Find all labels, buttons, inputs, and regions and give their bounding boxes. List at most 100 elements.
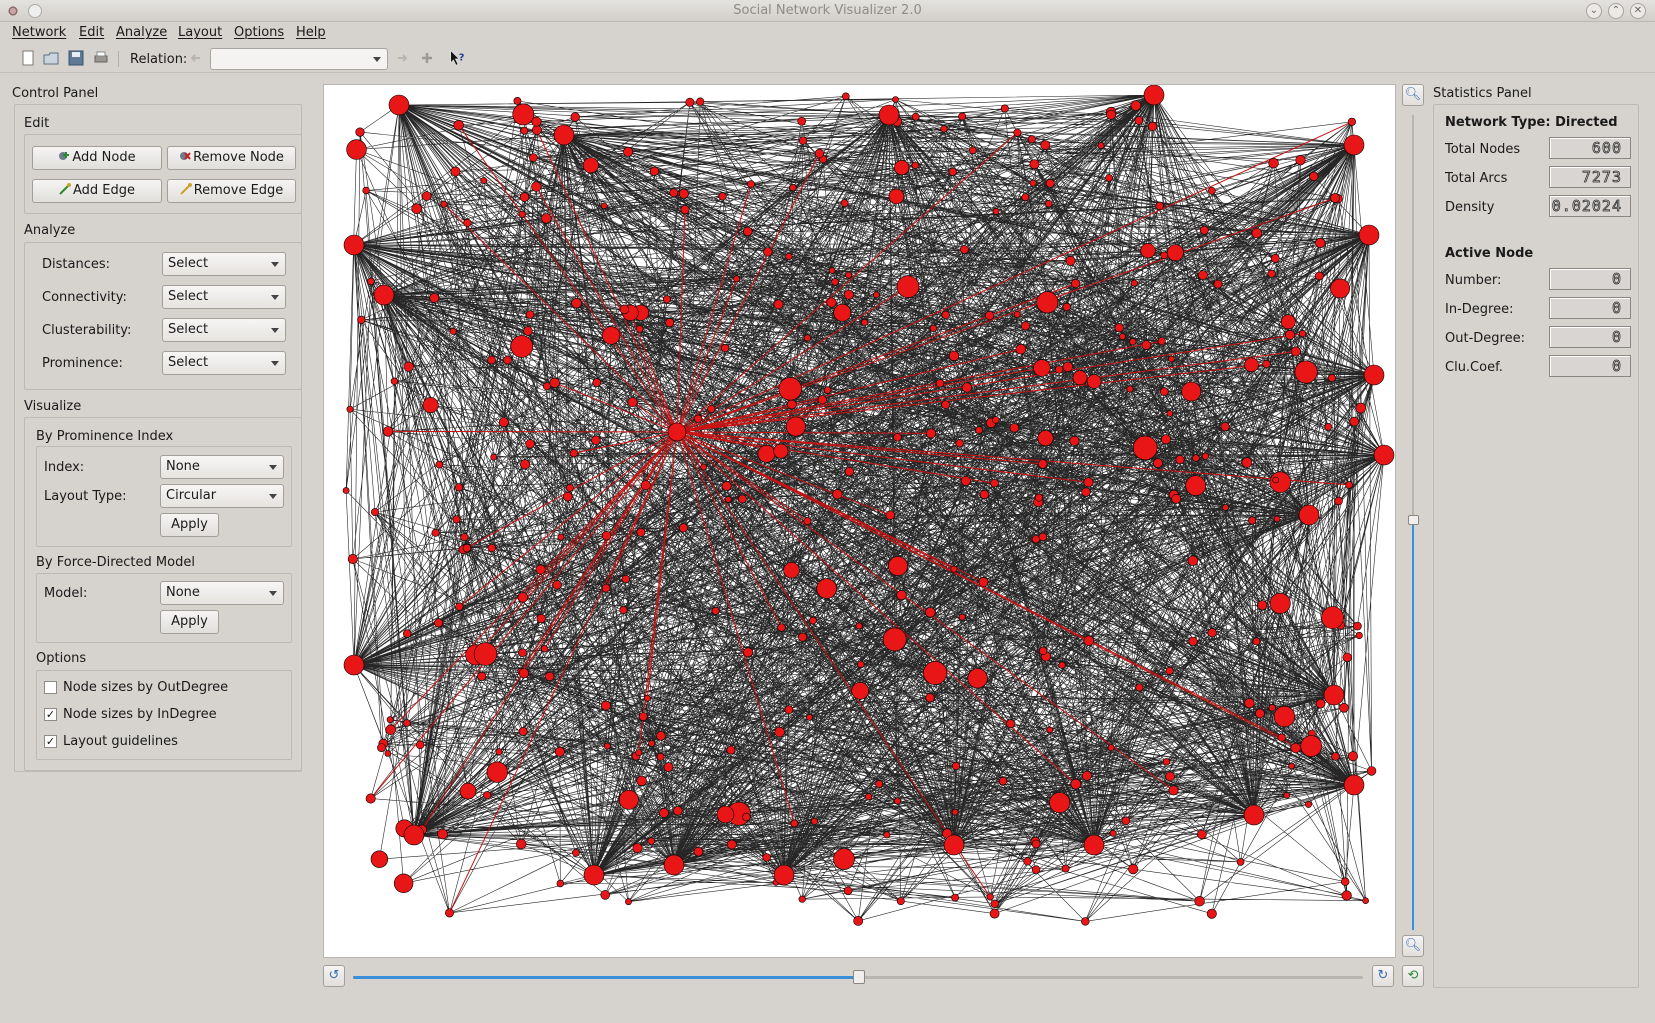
graph-node [342,487,350,494]
graph-node [346,405,354,413]
chevron-down-icon [269,494,277,499]
graph-node [518,668,529,679]
graph-node [774,726,785,738]
indegree-display: 0 [1549,297,1631,319]
rotation-slider[interactable] [353,970,1363,984]
save-icon[interactable] [68,50,84,66]
graph-node [520,459,531,470]
apply-prominence-button[interactable]: Apply [160,513,219,537]
network-graph[interactable] [324,85,1396,958]
graph-node [797,116,807,126]
graph-node [640,480,651,491]
zoom-in-button[interactable]: 🔍︎ [1402,84,1424,106]
graph-node [565,483,574,492]
outdegree-checkbox[interactable] [44,681,57,694]
index-select[interactable]: None [160,455,284,479]
app-icon[interactable] [6,4,20,18]
new-file-icon[interactable] [20,50,36,66]
graph-node [583,864,605,886]
connectivity-select[interactable]: Select [162,285,286,309]
graph-node [958,112,967,121]
graph-node [1021,321,1031,331]
add-edge-button[interactable]: Add Edge [32,179,162,203]
graph-node [1021,193,1030,202]
previous-relation-icon[interactable] [188,50,204,66]
window-menu-icon[interactable] [28,4,42,18]
graph-node [1062,302,1071,312]
graph-node [1273,705,1296,728]
graph-node [773,443,789,459]
edges-path [345,94,1385,922]
minimize-icon[interactable]: ⌄ [1586,3,1602,19]
distances-select[interactable]: Select [162,252,286,276]
add-relation-icon[interactable] [419,50,435,66]
remove-edge-button[interactable]: Remove Edge [167,179,296,203]
model-value: None [166,585,200,600]
zoom-out-button[interactable]: 🔍︎ [1402,935,1424,957]
clusterability-select[interactable]: Select [162,318,286,342]
menu-layout[interactable]: Layout [178,25,223,40]
graph-node [1006,719,1015,729]
rotate-right-button[interactable]: ↻ [1372,965,1394,987]
graph-node [726,839,737,850]
graph-node [557,533,565,541]
control-panel-title: Control Panel [12,86,99,101]
graph-node [516,838,527,850]
graph-node [625,898,632,906]
graph-node [510,335,534,358]
layout-type-select[interactable]: Circular [160,484,284,508]
graph-node [680,205,690,215]
menu-help[interactable]: Help [296,25,326,40]
apply-force-model-button[interactable]: Apply [160,610,219,634]
network-canvas[interactable] [323,84,1396,958]
graph-node [896,275,920,298]
print-icon[interactable] [93,50,109,66]
reset-view-button[interactable]: ⟲ [1402,965,1424,987]
graph-node [435,460,444,469]
menu-bar: Network Edit Analyze Layout Options Help [0,22,1655,44]
rotate-left-button[interactable]: ↺ [323,965,345,987]
graph-node [1086,374,1102,389]
graph-node [388,94,410,116]
graph-node [893,797,901,805]
graph-node [979,489,990,500]
prominence-select[interactable]: Select [162,351,286,375]
zoom-slider-handle[interactable] [1408,515,1419,525]
graph-node [925,693,935,703]
graph-node [1036,291,1059,314]
add-node-button[interactable]: Add Node [32,146,162,170]
menu-edit[interactable]: Edit [79,25,105,40]
graph-node [429,292,440,303]
graph-node [649,166,660,176]
graph-node [1187,555,1199,566]
maximize-icon[interactable]: ⌃ [1608,3,1624,19]
menu-network[interactable]: Network [12,25,67,40]
model-select[interactable]: None [160,581,284,605]
graph-node [1082,770,1092,781]
graph-node [911,112,920,121]
open-folder-icon[interactable] [43,50,59,66]
indegree-label: In-Degree: [1445,302,1514,317]
graph-node [948,350,960,362]
relation-select[interactable] [210,48,388,70]
indegree-checkbox[interactable]: ✓ [44,708,57,721]
rotation-slider-handle[interactable] [853,970,865,984]
graph-node [757,444,776,463]
graph-node [1119,333,1126,340]
whats-this-help-icon[interactable]: ? [449,50,465,66]
graph-node [941,310,950,319]
zoom-slider[interactable] [1407,115,1419,930]
graph-node [1330,193,1340,203]
next-relation-icon[interactable] [394,50,410,66]
close-icon[interactable]: ✕ [1630,3,1646,19]
menu-options[interactable]: Options [234,25,285,40]
graph-node [978,576,989,587]
graph-node [373,284,395,306]
remove-node-button[interactable]: Remove Node [167,146,296,170]
density-label: Density [1445,200,1495,215]
layout-guidelines-checkbox[interactable]: ✓ [44,735,57,748]
graph-node [678,188,689,199]
graph-node [1358,224,1380,246]
menu-analyze[interactable]: Analyze [116,25,168,40]
number-label: Number: [1445,273,1502,288]
